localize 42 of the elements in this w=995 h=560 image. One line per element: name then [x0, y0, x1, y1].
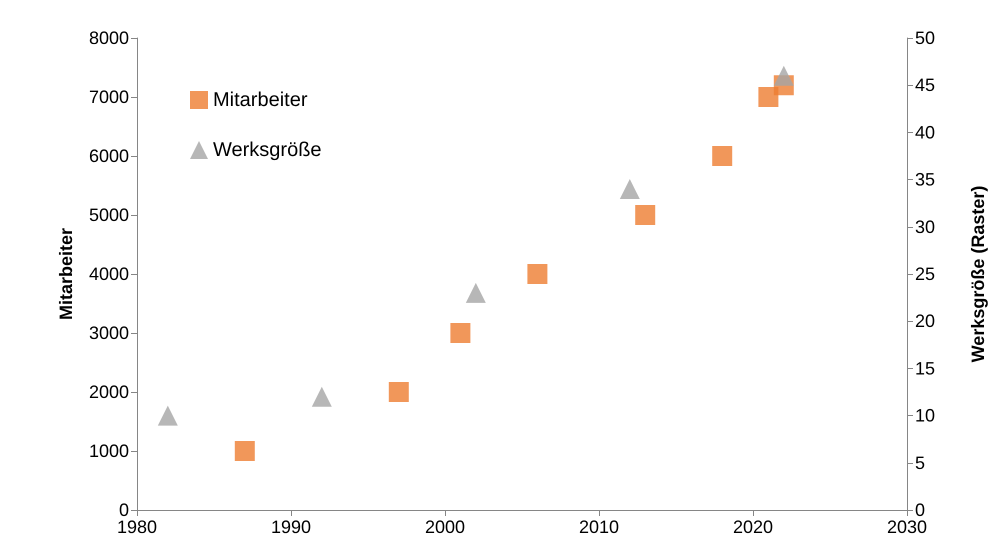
x-tick-label: 2010: [578, 517, 620, 537]
y-tick-label: 4000: [88, 264, 129, 284]
y2-tick-label: 10: [915, 406, 936, 426]
x-tick-label: 1980: [116, 517, 158, 537]
y2-tick-label: 30: [915, 216, 936, 237]
legend-label: Werksgröße: [213, 139, 322, 161]
point: [712, 146, 732, 166]
y-tick-label: 6000: [88, 146, 129, 166]
x-tick-label: 2000: [424, 517, 466, 537]
y2-tick-label: 45: [915, 75, 936, 96]
y-axis-title: Mitarbeiter: [56, 228, 76, 320]
legend-label: Mitarbeiter: [213, 89, 308, 111]
x-tick-label: 1990: [270, 517, 312, 537]
point: [758, 87, 778, 107]
y2-tick-label: 50: [915, 28, 936, 48]
point: [388, 382, 409, 402]
point: [450, 323, 470, 343]
y-tick-label: 2000: [88, 382, 129, 402]
y-tick-label: 7000: [88, 87, 129, 107]
point: [158, 406, 178, 426]
point: [527, 264, 548, 284]
point: [620, 179, 640, 200]
point: [312, 386, 332, 407]
point: [234, 441, 255, 461]
y-tick-label: 1000: [88, 441, 129, 461]
y2-tick-label: 40: [915, 122, 936, 142]
point: [774, 66, 794, 86]
point: [466, 282, 486, 303]
y2-tick-label: 15: [915, 358, 936, 378]
y-tick-label: 8000: [88, 28, 129, 48]
y2-tick-label: 25: [915, 264, 936, 284]
y2-tick-label: 35: [915, 170, 936, 190]
y2-tick-label: 0: [915, 500, 926, 520]
y2-axis-title: Werksgröße (Raster): [968, 186, 988, 362]
y-tick-label: 5000: [88, 205, 129, 225]
x-tick-label: 2020: [732, 517, 774, 537]
point: [635, 205, 656, 225]
y-tick-label: 3000: [88, 323, 129, 343]
y-tick-label: 0: [118, 500, 129, 520]
y2-tick-label: 20: [915, 311, 936, 332]
y2-tick-label: 5: [915, 452, 926, 473]
x-tick-label: 2030: [886, 517, 928, 537]
